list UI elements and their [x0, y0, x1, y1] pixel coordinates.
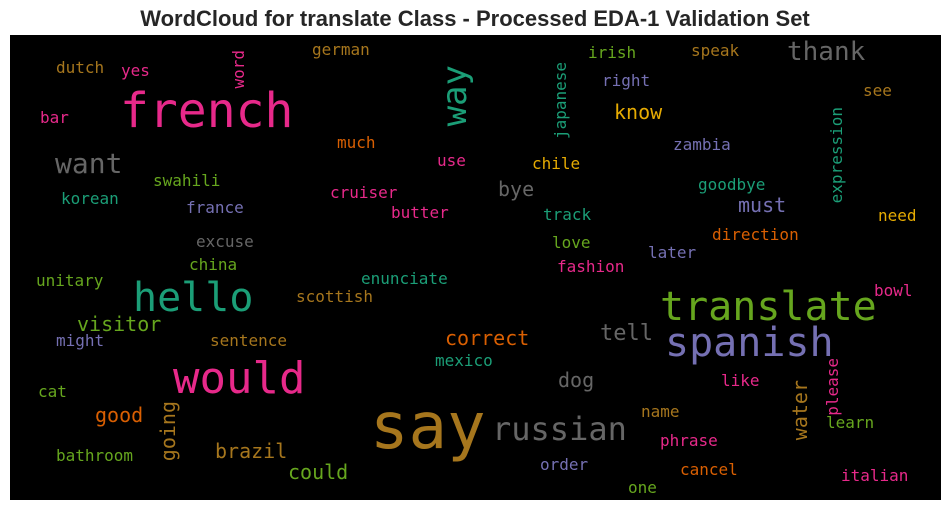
word-cancel: cancel — [680, 460, 738, 479]
word-right: right — [602, 71, 651, 90]
wordcloud-canvas: say french translate spanish would hello russi… — [10, 35, 941, 500]
word-italian: italian — [841, 466, 909, 485]
word-spanish: spanish — [665, 320, 834, 366]
word-correct: correct — [445, 326, 530, 350]
word-hello: hello — [133, 275, 254, 321]
word-yes: yes — [121, 61, 150, 80]
word-love: love — [552, 233, 591, 252]
word-much: much — [337, 133, 376, 152]
word-want: want — [55, 147, 123, 180]
word-going: going — [156, 401, 180, 462]
word-use: use — [437, 151, 466, 170]
word-expression: expression — [827, 107, 846, 204]
word-bye: bye — [498, 177, 535, 201]
word-way: way — [435, 65, 475, 127]
word-butter: butter — [391, 203, 449, 222]
word-order: order — [540, 455, 589, 474]
word-cruiser: cruiser — [330, 183, 398, 202]
word-sentence: sentence — [210, 331, 288, 350]
word-brazil: brazil — [215, 439, 288, 463]
word-zambia: zambia — [673, 135, 731, 154]
word-later: later — [648, 243, 697, 262]
word-word: word — [229, 50, 248, 89]
word-irish: irish — [588, 43, 637, 62]
word-german: german — [312, 40, 370, 59]
word-direction: direction — [712, 225, 799, 244]
word-know: know — [614, 100, 663, 124]
word-bar: bar — [40, 108, 69, 127]
word-mexico: mexico — [435, 351, 493, 370]
word-please: please — [823, 358, 842, 416]
word-need: need — [878, 206, 917, 225]
word-visitor: visitor — [77, 312, 162, 336]
word-french: french — [120, 83, 294, 139]
word-unitary: unitary — [36, 271, 104, 290]
word-good: good — [95, 403, 144, 427]
word-speak: speak — [691, 41, 740, 60]
word-see: see — [863, 81, 892, 100]
word-cat: cat — [38, 382, 67, 401]
word-korean: korean — [61, 189, 119, 208]
word-france: france — [186, 198, 244, 217]
word-would: would — [173, 353, 306, 404]
word-name: name — [641, 402, 680, 421]
word-scottish: scottish — [296, 287, 374, 306]
word-say: say — [370, 390, 486, 464]
word-might: might — [56, 331, 105, 350]
word-track: track — [543, 205, 592, 224]
chart-title: WordCloud for translate Class - Processe… — [140, 6, 810, 31]
word-bowl: bowl — [874, 281, 913, 300]
word-enunciate: enunciate — [361, 269, 448, 288]
word-tell: tell — [600, 321, 653, 346]
word-swahili: swahili — [153, 171, 221, 190]
word-must: must — [738, 193, 787, 217]
word-like: like — [721, 371, 760, 390]
word-japanese: japanese — [551, 62, 570, 140]
word-thank: thank — [787, 37, 866, 67]
word-could: could — [288, 460, 349, 484]
word-goodbye: goodbye — [698, 175, 766, 194]
word-phrase: phrase — [660, 431, 718, 450]
word-translate: translate — [660, 284, 877, 330]
word-dutch: dutch — [56, 58, 105, 77]
word-water: water — [788, 380, 812, 441]
word-excuse: excuse — [196, 232, 254, 251]
word-china: china — [189, 255, 238, 274]
word-chile: chile — [532, 154, 581, 173]
word-learn: learn — [826, 413, 875, 432]
word-fashion: fashion — [557, 257, 625, 276]
word-one: one — [628, 478, 657, 497]
word-russian: russian — [492, 410, 627, 448]
word-dog: dog — [558, 368, 595, 392]
word-bathroom: bathroom — [56, 446, 134, 465]
